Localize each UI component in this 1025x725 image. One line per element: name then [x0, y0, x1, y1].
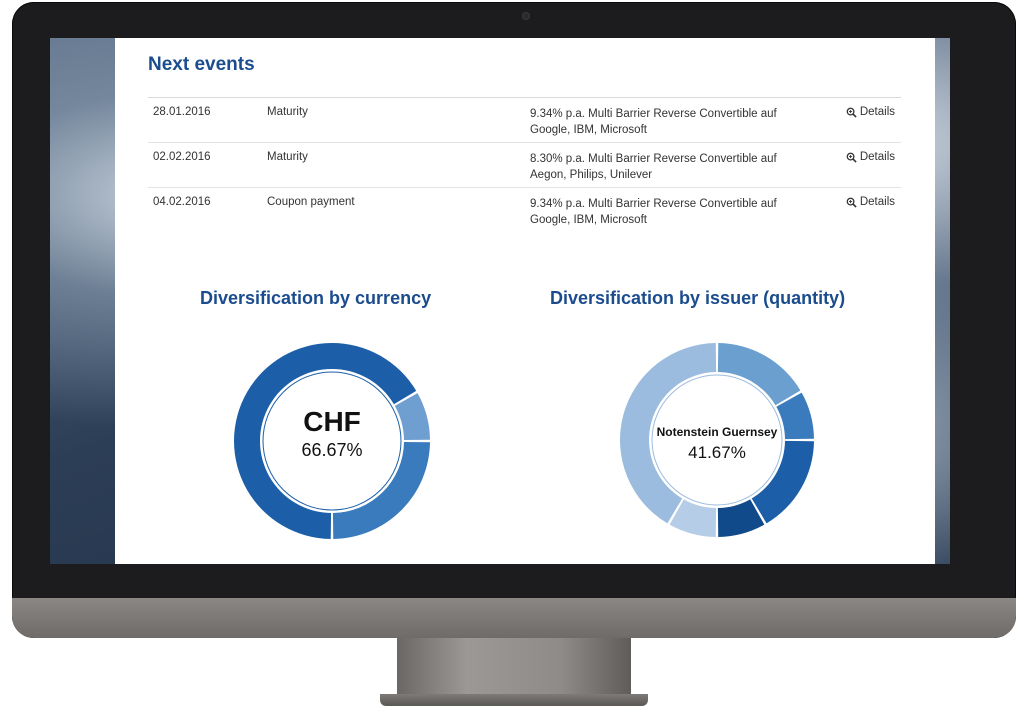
donut-inner-ring [651, 374, 783, 506]
details-label: Details [859, 196, 895, 208]
currency-center-value: 66.67% [301, 440, 363, 460]
zoom-icon [846, 107, 857, 118]
event-row: 02.02.2016 Maturity 8.30% p.a. Multi Bar… [148, 143, 901, 188]
issuer-center-label: Notenstein Guernsey [656, 425, 778, 439]
content-panel: Next events 28.01.2016 Maturity 9.34% p.… [115, 38, 935, 564]
event-date: 28.01.2016 [153, 106, 211, 118]
donut-slice[interactable] [394, 393, 430, 441]
event-description: 9.34% p.a. Multi Barrier Reverse Convert… [530, 108, 777, 136]
currency-donut-center: CHF 66.67% [233, 342, 431, 461]
event-date: 02.02.2016 [153, 151, 211, 163]
donut-slice[interactable] [776, 392, 814, 440]
details-link[interactable]: Details [846, 106, 895, 118]
currency-chart-title: Diversification by currency [200, 288, 432, 308]
monitor-stand [397, 638, 631, 700]
donut-slice[interactable] [332, 441, 430, 539]
event-type: Coupon payment [267, 196, 355, 208]
details-label: Details [859, 151, 895, 163]
camera-dot [522, 12, 530, 20]
issuer-donut-center: Notenstein Guernsey 41.67% [618, 341, 816, 463]
event-row: 04.02.2016 Coupon payment 9.34% p.a. Mul… [148, 188, 901, 232]
event-description: 8.30% p.a. Multi Barrier Reverse Convert… [530, 153, 777, 181]
donut-slice[interactable] [717, 499, 765, 537]
event-row: 28.01.2016 Maturity 9.34% p.a. Multi Bar… [148, 98, 901, 143]
monitor-screen: Next events 28.01.2016 Maturity 9.34% p.… [50, 38, 950, 564]
event-type: Maturity [267, 151, 308, 163]
monitor-foot [380, 694, 648, 706]
donut-slice[interactable] [751, 440, 814, 524]
issuer-donut-chart [620, 343, 814, 537]
zoom-icon [846, 197, 857, 208]
events-table: 28.01.2016 Maturity 9.34% p.a. Multi Bar… [148, 97, 901, 232]
currency-center-label: CHF [303, 406, 361, 437]
event-date: 04.02.2016 [153, 196, 211, 208]
zoom-icon [846, 152, 857, 163]
details-link[interactable]: Details [846, 151, 895, 163]
donut-slice[interactable] [620, 343, 717, 524]
donut-slice[interactable] [717, 343, 801, 406]
issuer-center-value: 41.67% [688, 443, 746, 462]
event-type: Maturity [267, 106, 308, 118]
event-description: 9.34% p.a. Multi Barrier Reverse Convert… [530, 198, 777, 226]
donut-slice[interactable] [669, 499, 717, 537]
details-label: Details [859, 106, 895, 118]
next-events-title: Next events [148, 54, 255, 75]
issuer-chart-title: Diversification by issuer (quantity) [550, 288, 846, 308]
donut-inner-ring [262, 371, 402, 511]
currency-donut-chart [234, 343, 430, 539]
monitor-chin [12, 598, 1016, 638]
details-link[interactable]: Details [846, 196, 895, 208]
